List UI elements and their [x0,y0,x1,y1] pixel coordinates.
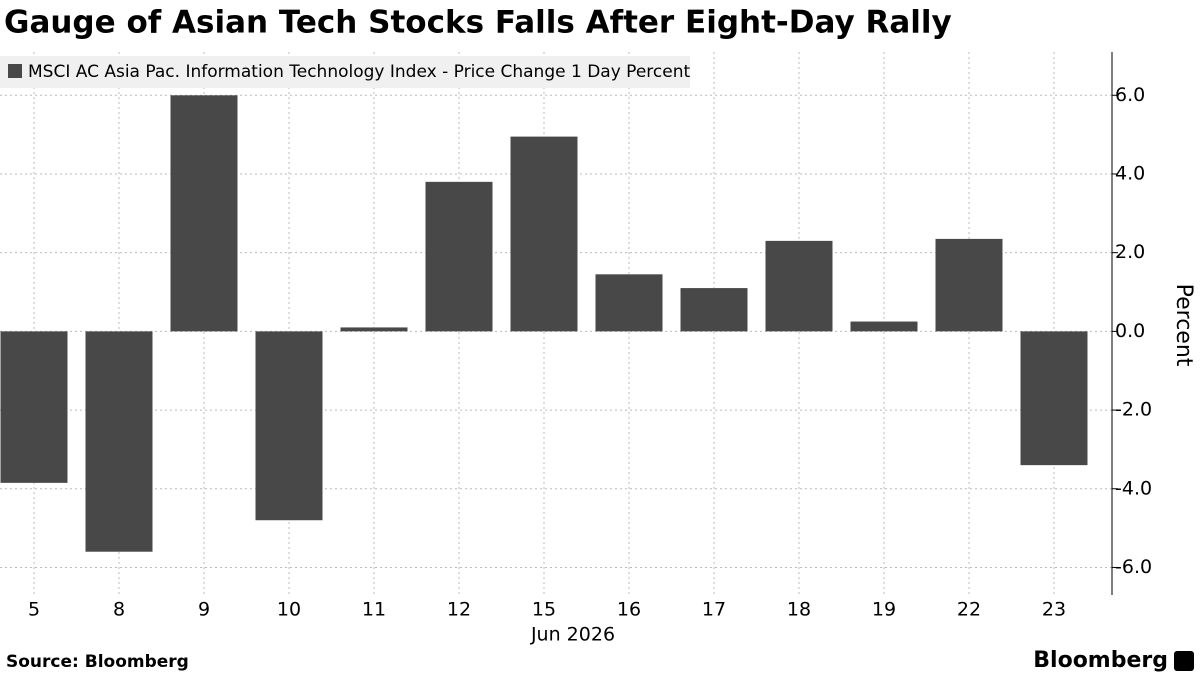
bar [765,240,833,332]
legend-swatch [8,64,22,78]
y-tick-label: -4.0 [1115,477,1152,499]
x-tick-label: 12 [447,599,471,621]
x-tick-label: 8 [113,599,125,621]
x-tick-label: 19 [872,599,896,621]
bar [850,321,918,332]
x-tick-label: 5 [28,599,40,621]
x-tick-label: 16 [617,599,641,621]
x-tick-label: 17 [702,599,726,621]
bar [680,288,748,332]
bar [595,274,663,332]
bar [425,181,493,332]
y-tick-label: -6.0 [1115,556,1152,578]
legend-label: MSCI AC Asia Pac. Information Technology… [28,62,690,82]
x-tick-label: 18 [787,599,811,621]
source: Source: Bloomberg [6,652,189,672]
bar [0,331,68,483]
bar [935,238,1003,332]
y-tick-label: 6.0 [1115,84,1145,106]
y-tick-label: -2.0 [1115,399,1152,421]
brand: Bloomberg [1033,648,1168,673]
y-tick-label: 0.0 [1115,320,1145,342]
x-tick-label: 15 [532,599,556,621]
chart-title: Gauge of Asian Tech Stocks Falls After E… [4,5,952,41]
y-tick-label: 2.0 [1115,241,1145,263]
bar [510,136,578,332]
legend-box [0,56,690,88]
x-tick-label: 23 [1042,599,1066,621]
x-tick-label: 11 [362,599,386,621]
y-axis-label: Percent [1171,284,1196,367]
x-tick-label: 22 [957,599,981,621]
y-tick-label: 4.0 [1115,162,1145,184]
brand-icon [1174,651,1194,671]
bar [340,327,408,332]
x-tick-label: 10 [277,599,301,621]
bar [1020,331,1088,466]
bar [170,95,238,332]
bar [255,331,323,521]
x-axis-label: Jun 2026 [530,624,615,646]
bar [85,331,153,552]
x-tick-label: 9 [198,599,210,621]
